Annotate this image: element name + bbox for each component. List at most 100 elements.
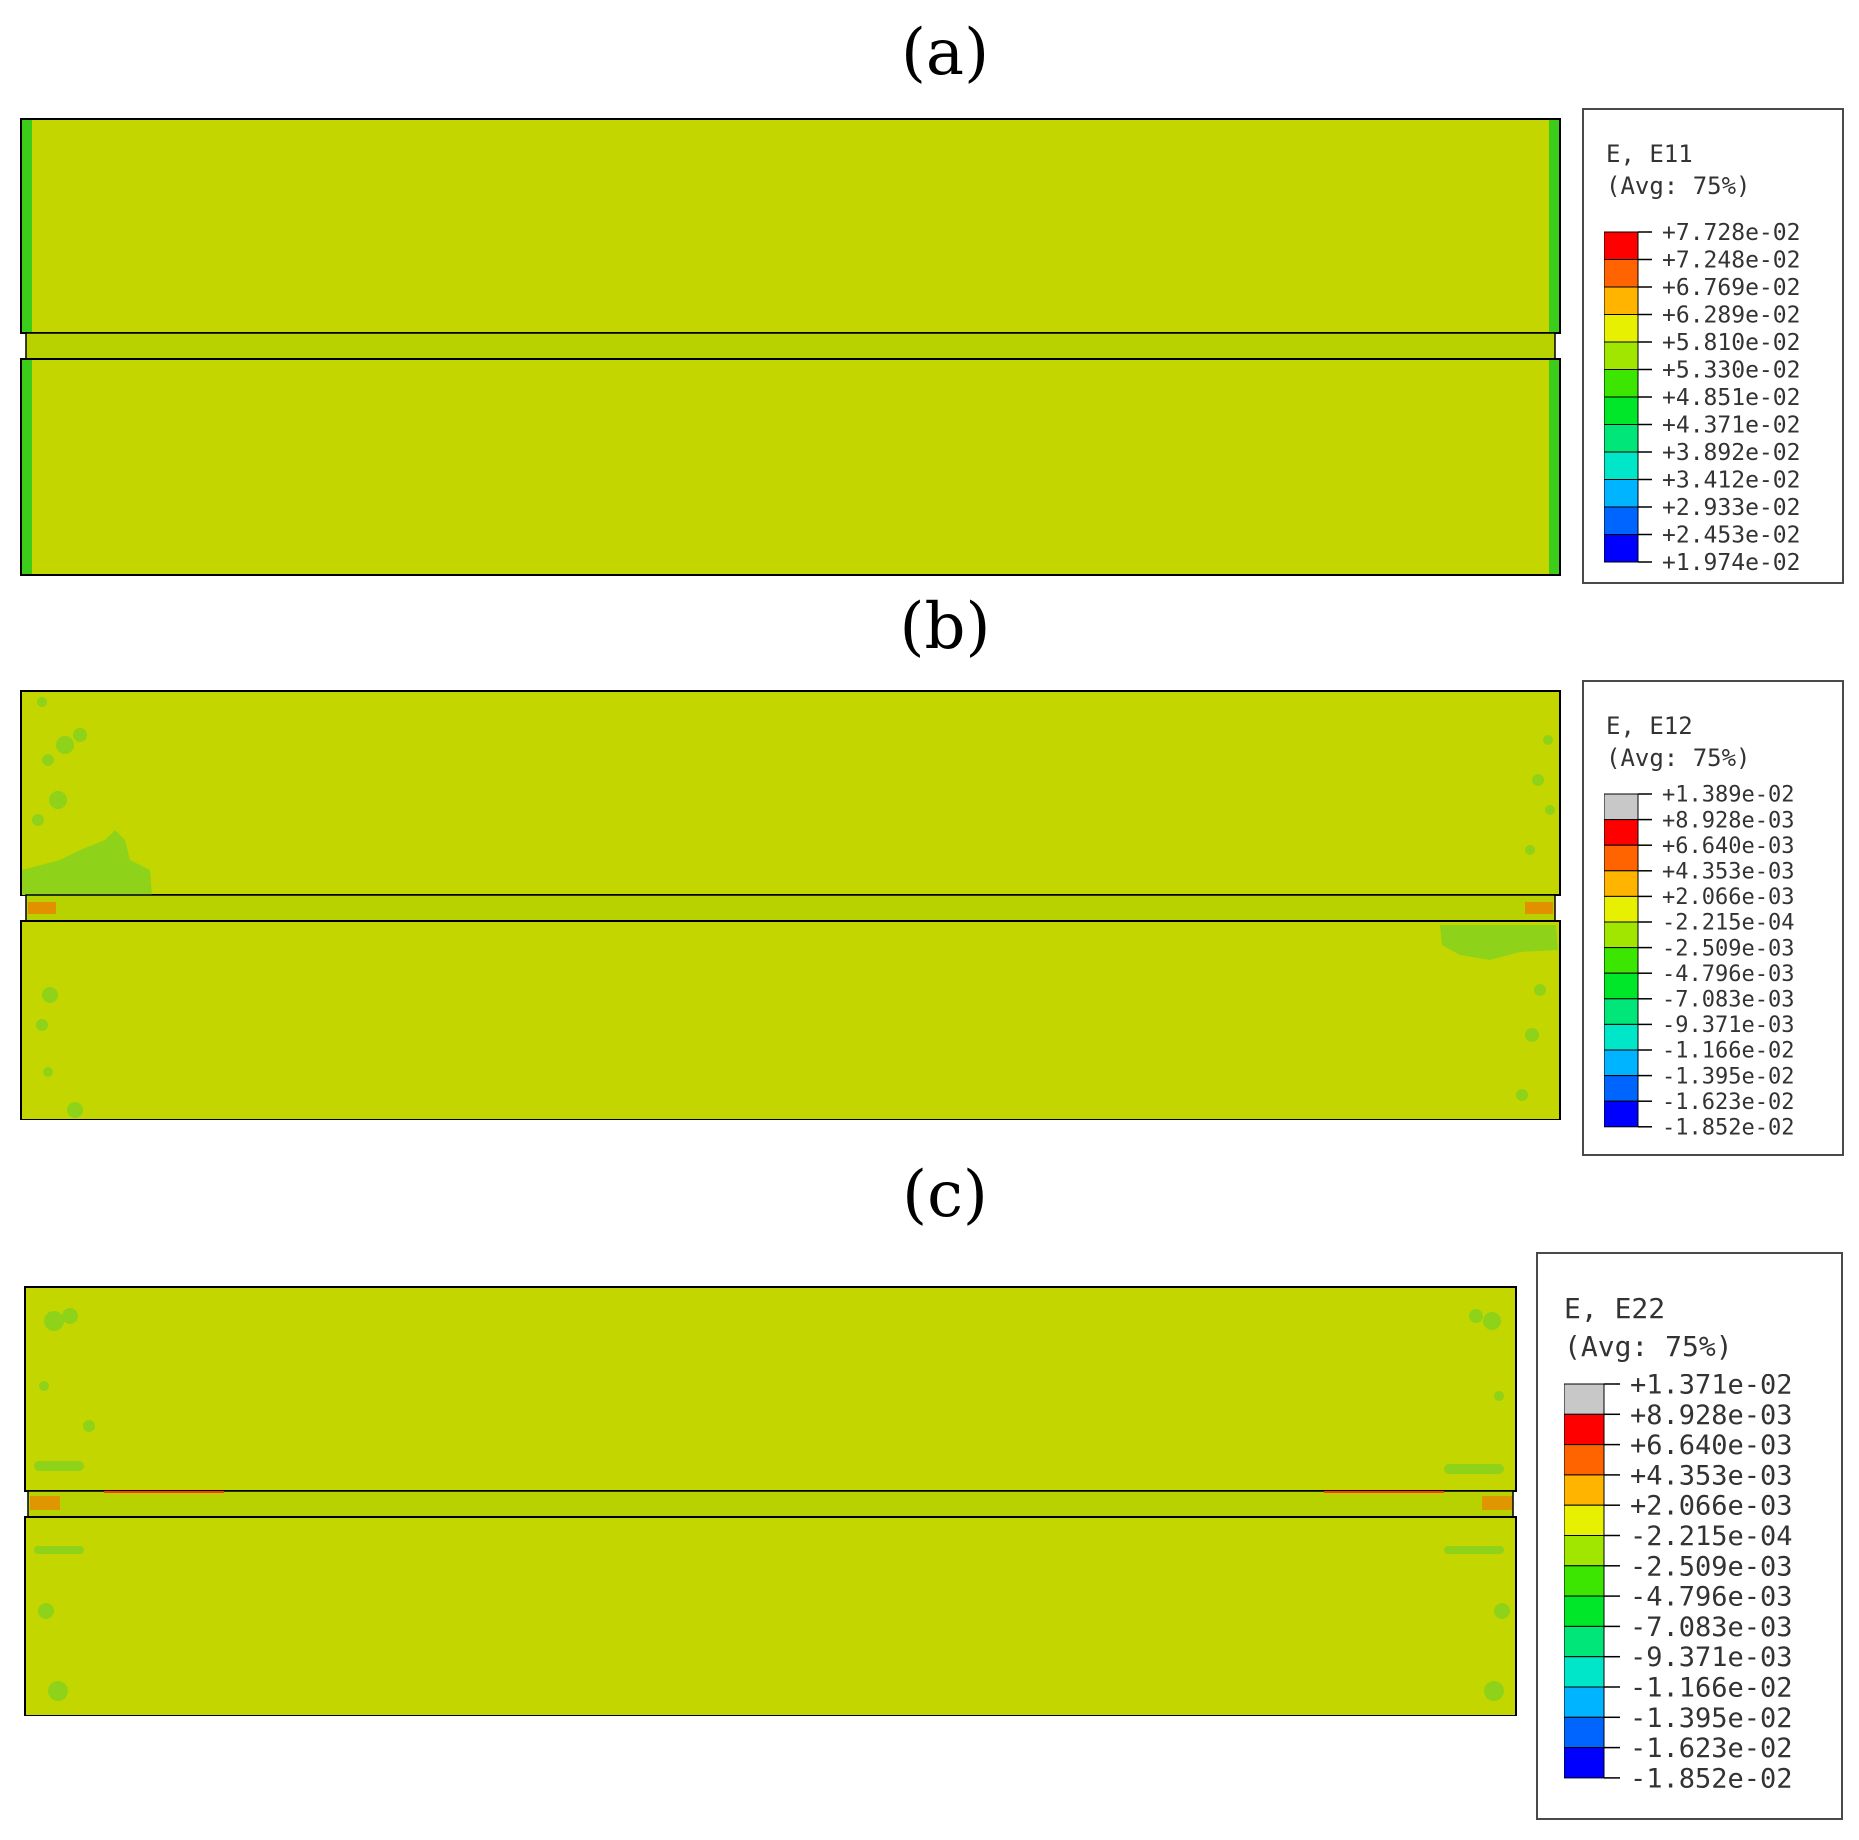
legend-value-label: -4.796e-03 xyxy=(1630,1582,1793,1613)
panel-a-label: (a) xyxy=(900,16,990,90)
legend-color-swatch xyxy=(1604,534,1639,563)
legend-color-swatch xyxy=(1604,341,1639,370)
legend-value-label: -9.371e-03 xyxy=(1662,1013,1794,1038)
panel-a-left-edge-band xyxy=(22,120,32,332)
legend-value-label: -1.395e-02 xyxy=(1662,1064,1794,1089)
legend-value-label: +1.974e-02 xyxy=(1662,550,1800,572)
panel-b-colorbar: +1.389e-02+8.928e-03+6.640e-03+4.353e-03… xyxy=(1604,783,1794,1141)
panel-c-legend: E, E22 (Avg: 75%) +1.371e-02 +8.928e-03 +6… xyxy=(1536,1252,1843,1820)
panel-a-lower-plate xyxy=(20,358,1561,576)
legend-color-swatch xyxy=(1604,259,1639,288)
legend-value-label: +6.640e-03 xyxy=(1662,834,1794,859)
panel-c-legend-title: E, E22 xyxy=(1564,1292,1666,1325)
legend-value-label: +3.412e-02 xyxy=(1662,468,1800,494)
panel-b-legend-title: E, E12 xyxy=(1606,712,1693,740)
legend-value-label: -9.371e-03 xyxy=(1630,1642,1793,1673)
panel-a-upper-plate xyxy=(20,118,1561,334)
panel-c-legend-subtitle: (Avg: 75%) xyxy=(1564,1330,1733,1363)
panel-c-label: (c) xyxy=(902,1158,988,1232)
panel-b-legend: E, E12 (Avg: 75%) +1.389e-02 +8.928e-03 +6… xyxy=(1582,680,1844,1156)
legend-color-swatch xyxy=(1604,506,1639,535)
legend-value-label: +2.066e-03 xyxy=(1662,885,1794,910)
legend-color-swatch xyxy=(1604,844,1639,872)
panel-b-shear-patch-left xyxy=(22,830,152,895)
legend-color-swatch xyxy=(1604,921,1639,949)
legend-color-swatch xyxy=(1604,793,1639,821)
legend-value-label: -1.395e-02 xyxy=(1630,1703,1793,1734)
legend-value-label: -7.083e-03 xyxy=(1630,1612,1793,1643)
legend-value-label: -1.852e-02 xyxy=(1630,1763,1793,1794)
panel-b-legend-subtitle: (Avg: 75%) xyxy=(1606,744,1751,772)
legend-color-swatch xyxy=(1604,1023,1639,1051)
legend-color-swatch xyxy=(1564,1413,1605,1446)
legend-color-swatch xyxy=(1564,1747,1605,1779)
legend-value-label: +1.371e-02 xyxy=(1630,1374,1793,1400)
legend-value-label: +6.289e-02 xyxy=(1662,303,1800,329)
panel-a-left-edge-band-lower xyxy=(22,360,32,574)
legend-value-label: -7.083e-03 xyxy=(1662,988,1794,1013)
panel-b-lower-plate xyxy=(20,920,1561,1120)
legend-value-label: +2.453e-02 xyxy=(1662,523,1800,549)
legend-value-label: +5.330e-02 xyxy=(1662,358,1800,384)
legend-value-label: -2.509e-03 xyxy=(1630,1551,1793,1582)
panel-a-joint-layer xyxy=(25,332,1556,360)
legend-color-swatch xyxy=(1564,1535,1605,1567)
legend-color-swatch xyxy=(1604,369,1639,398)
legend-value-label: -4.796e-03 xyxy=(1662,962,1794,987)
legend-color-swatch xyxy=(1604,895,1639,923)
legend-color-swatch xyxy=(1564,1383,1605,1415)
legend-value-label: +1.389e-02 xyxy=(1662,783,1794,808)
legend-color-swatch xyxy=(1564,1565,1605,1597)
legend-value-label: -1.623e-02 xyxy=(1630,1733,1793,1764)
legend-color-swatch xyxy=(1604,1049,1639,1077)
legend-value-label: -1.623e-02 xyxy=(1662,1090,1794,1115)
legend-value-label: +4.353e-03 xyxy=(1630,1460,1793,1491)
legend-color-swatch xyxy=(1564,1625,1605,1658)
panel-b-upper-plate xyxy=(20,690,1561,896)
legend-color-swatch xyxy=(1564,1595,1605,1627)
legend-value-label: -1.166e-02 xyxy=(1662,1039,1794,1064)
legend-color-swatch xyxy=(1564,1656,1605,1688)
legend-value-label: -2.215e-04 xyxy=(1630,1521,1793,1552)
legend-color-swatch xyxy=(1604,396,1639,425)
legend-value-label: +6.769e-02 xyxy=(1662,275,1800,301)
legend-value-label: -1.852e-02 xyxy=(1662,1116,1794,1141)
panel-c-joint-layer xyxy=(27,1490,1514,1518)
legend-color-swatch xyxy=(1604,870,1639,897)
legend-value-label: -1.166e-02 xyxy=(1630,1672,1793,1703)
legend-color-swatch xyxy=(1564,1474,1605,1506)
legend-color-swatch xyxy=(1564,1716,1605,1749)
panel-c-contour-plot xyxy=(24,1286,1517,1716)
legend-color-swatch xyxy=(1604,231,1639,260)
legend-value-label: +6.640e-03 xyxy=(1630,1430,1793,1461)
panel-c-colorbar: +1.371e-02+8.928e-03+6.640e-03+4.353e-03… xyxy=(1564,1374,1793,1794)
legend-value-label: +8.928e-03 xyxy=(1662,808,1794,833)
legend-color-swatch xyxy=(1564,1504,1605,1536)
panel-b-shear-patch-right xyxy=(1440,925,1558,960)
legend-color-swatch xyxy=(1604,286,1639,315)
legend-color-swatch xyxy=(1604,819,1639,846)
legend-value-label: -2.215e-04 xyxy=(1662,911,1794,936)
panel-a-legend-subtitle: (Avg: 75%) xyxy=(1606,172,1751,200)
legend-value-label: +5.810e-02 xyxy=(1662,330,1800,356)
panel-b-label: (b) xyxy=(899,590,991,664)
legend-value-label: +7.728e-02 xyxy=(1662,222,1800,246)
panel-a-legend-title: E, E11 xyxy=(1606,140,1693,168)
panel-a-right-edge-band xyxy=(1549,120,1559,332)
legend-color-swatch xyxy=(1604,424,1639,453)
panel-a-contour-plot xyxy=(20,118,1561,576)
panel-a-legend: E, E11 (Avg: 75%) +7.728e-02 +7.248e-02 +6… xyxy=(1582,108,1844,584)
panel-a-colorbar: +7.728e-02+7.248e-02+6.769e-02+6.289e-02… xyxy=(1604,222,1800,572)
legend-color-swatch xyxy=(1604,479,1639,508)
legend-color-swatch xyxy=(1604,947,1639,974)
legend-value-label: +4.353e-03 xyxy=(1662,860,1794,885)
panel-b-joint-layer xyxy=(25,894,1556,922)
panel-b-contour-plot xyxy=(20,690,1561,1120)
panel-a-right-edge-band-lower xyxy=(1549,360,1559,574)
legend-value-label: +4.851e-02 xyxy=(1662,385,1800,411)
legend-color-swatch xyxy=(1604,1075,1639,1102)
legend-color-swatch xyxy=(1604,1100,1639,1128)
legend-value-label: +2.933e-02 xyxy=(1662,495,1800,521)
legend-value-label: +2.066e-03 xyxy=(1630,1491,1793,1522)
panel-c-upper-plate xyxy=(24,1286,1517,1492)
